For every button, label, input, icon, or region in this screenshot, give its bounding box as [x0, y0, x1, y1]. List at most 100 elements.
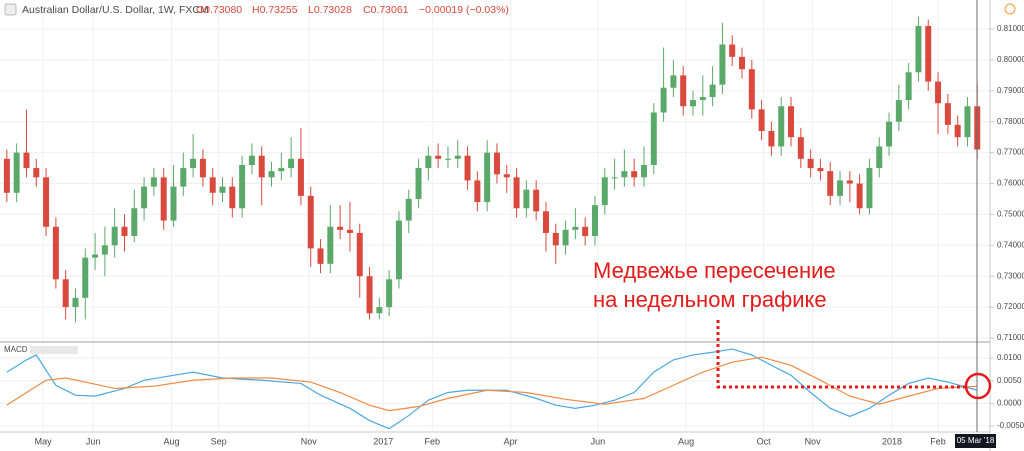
- candle-body: [621, 171, 628, 178]
- candle-body: [239, 164, 246, 209]
- candle-body: [533, 189, 540, 212]
- candle-body: [23, 152, 30, 169]
- candle-body: [807, 158, 814, 169]
- candle-body: [552, 232, 559, 246]
- candle-body: [964, 106, 971, 138]
- symbol-icon: [4, 3, 17, 16]
- candle-body: [111, 226, 118, 246]
- grid-layer: [0, 0, 990, 432]
- candle-body: [513, 177, 520, 209]
- candle-body: [199, 158, 206, 178]
- ohlc-open: O0.73080: [196, 4, 242, 16]
- candle-body: [101, 245, 108, 255]
- candle-body: [915, 25, 922, 73]
- candle-body: [405, 198, 412, 221]
- candle-body: [680, 75, 687, 107]
- candle-body: [503, 174, 510, 178]
- annotation-pointer: [716, 320, 966, 389]
- candle-body: [866, 168, 873, 209]
- ohlc-change: −0.00019 (−0.03%): [419, 4, 509, 16]
- candle-body: [248, 155, 255, 165]
- candle-body: [444, 158, 451, 160]
- annotation-line: на недельном графике: [593, 287, 827, 312]
- candle-body: [72, 297, 79, 308]
- candle-body: [690, 100, 696, 107]
- candle-body: [954, 124, 961, 138]
- candle-body: [209, 177, 216, 193]
- candle-body: [523, 189, 530, 209]
- candle-body: [141, 186, 148, 209]
- candle-body: [739, 56, 746, 70]
- candle-body: [660, 87, 667, 113]
- annotation-line: Медвежье пересечение: [593, 258, 836, 283]
- y-tick-label: 0.0050: [997, 376, 1022, 385]
- candle-body: [92, 254, 99, 258]
- y-tick-label: 0.80000: [997, 55, 1024, 64]
- candle-body: [895, 100, 902, 122]
- y-tick-label: 0.71000: [997, 333, 1024, 342]
- ohlc-high: H0.73255: [252, 4, 298, 16]
- x-tick-label: Nov: [301, 436, 318, 446]
- alert-icon[interactable]: [1004, 3, 1016, 15]
- candle-body: [170, 186, 177, 221]
- candle-body: [935, 81, 942, 104]
- candle-body: [366, 276, 373, 314]
- candle-body: [601, 177, 608, 206]
- candle-body: [856, 183, 863, 209]
- candle-body: [699, 97, 706, 101]
- candle-body: [395, 220, 402, 280]
- indicator-title: MACD: [4, 345, 28, 354]
- candle-body: [474, 180, 481, 203]
- y-tick-label: 0.75000: [997, 210, 1024, 219]
- candle-body: [905, 72, 912, 101]
- candle-body: [415, 168, 422, 199]
- candle-body: [778, 106, 785, 147]
- candle-body: [758, 109, 765, 131]
- ohlc-close: C0.73061: [363, 4, 409, 16]
- candle-body: [190, 158, 197, 169]
- cursor-date: 05 Mar '18: [957, 436, 995, 445]
- macd-line: [6, 356, 978, 412]
- indicator-buttons[interactable]: [30, 346, 78, 354]
- candle-body: [52, 226, 59, 280]
- x-tick-label: Aug: [678, 436, 694, 446]
- x-tick-label: Oct: [757, 436, 772, 446]
- candle-body: [180, 168, 187, 187]
- candle-body: [748, 69, 755, 110]
- candle-body: [268, 171, 275, 178]
- candle-body: [631, 171, 638, 178]
- candle-body: [288, 158, 295, 169]
- candle-body: [640, 164, 647, 178]
- candle-body: [327, 226, 334, 264]
- candle-body: [650, 112, 657, 165]
- candle-body: [131, 208, 138, 237]
- candle-body: [13, 152, 20, 193]
- x-tick-label: 2017: [373, 436, 393, 446]
- x-tick-label: Aug: [164, 436, 180, 446]
- candle-body: [435, 155, 442, 159]
- y-tick-label: 0.77000: [997, 148, 1024, 157]
- candle-body: [797, 137, 804, 159]
- candle-body: [356, 232, 363, 277]
- candle-body: [3, 158, 10, 193]
- candle-body: [278, 168, 285, 172]
- candle-body: [944, 103, 951, 125]
- y-tick-label: 0.0100: [997, 353, 1022, 362]
- y-tick-label: 0.81000: [997, 24, 1024, 33]
- macd-line: [6, 348, 978, 430]
- x-tick-label: 2018: [882, 436, 902, 446]
- y-tick-label: 0.72000: [997, 302, 1024, 311]
- x-tick-label: Jun: [86, 436, 101, 446]
- candle-body: [317, 248, 324, 264]
- y-tick-label: 0.79000: [997, 86, 1024, 95]
- candle-body: [817, 168, 824, 172]
- candle-body: [827, 171, 834, 196]
- x-tick-label: Nov: [805, 436, 822, 446]
- candle-body: [925, 25, 932, 82]
- candle-body: [611, 177, 618, 179]
- candle-body: [788, 106, 795, 138]
- x-tick-label: Feb: [425, 436, 441, 446]
- y-tick-label: 0.76000: [997, 179, 1024, 188]
- candle-body: [464, 155, 471, 181]
